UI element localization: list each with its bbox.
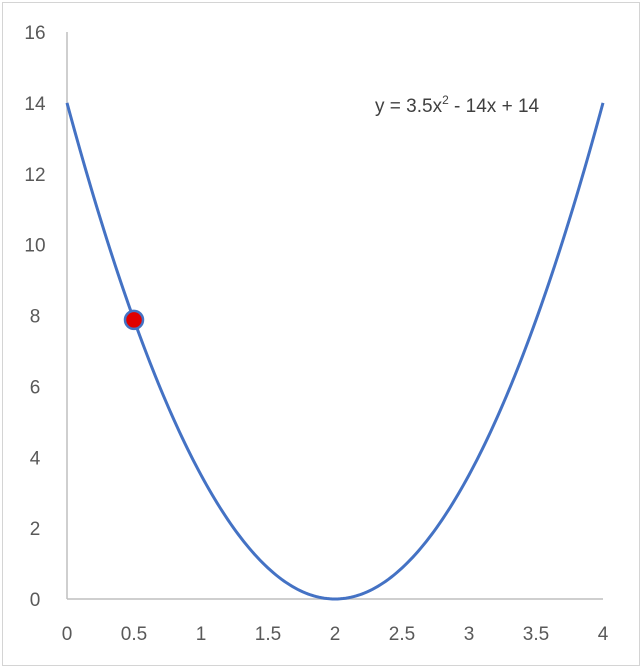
y-tick-label: 16 — [24, 23, 45, 44]
x-tick-label: 3 — [464, 624, 475, 645]
y-tick-label: 10 — [24, 236, 45, 257]
x-tick-label: 3.5 — [523, 624, 549, 645]
y-tick-label: 12 — [24, 165, 45, 186]
y-tick-label: 0 — [30, 590, 41, 611]
y-tick-label: 14 — [24, 94, 46, 115]
x-tick-label: 4 — [598, 624, 609, 645]
y-tick-label: 6 — [30, 377, 41, 398]
highlight-point — [123, 309, 145, 331]
series-curve — [65, 102, 605, 601]
y-tick-label: 2 — [30, 519, 41, 540]
y-tick-label: 4 — [30, 448, 41, 469]
y-tick-label: 8 — [30, 307, 41, 328]
x-tick-label: 2.5 — [389, 624, 415, 645]
x-tick-label: 0 — [62, 624, 73, 645]
x-tick-label: 1.5 — [255, 624, 281, 645]
x-tick-label: 2 — [330, 624, 341, 645]
x-tick-label: 0.5 — [121, 624, 147, 645]
x-tick-label: 1 — [196, 624, 207, 645]
trendline-equation: y = 3.5x2 - 14x + 14 — [375, 93, 540, 117]
